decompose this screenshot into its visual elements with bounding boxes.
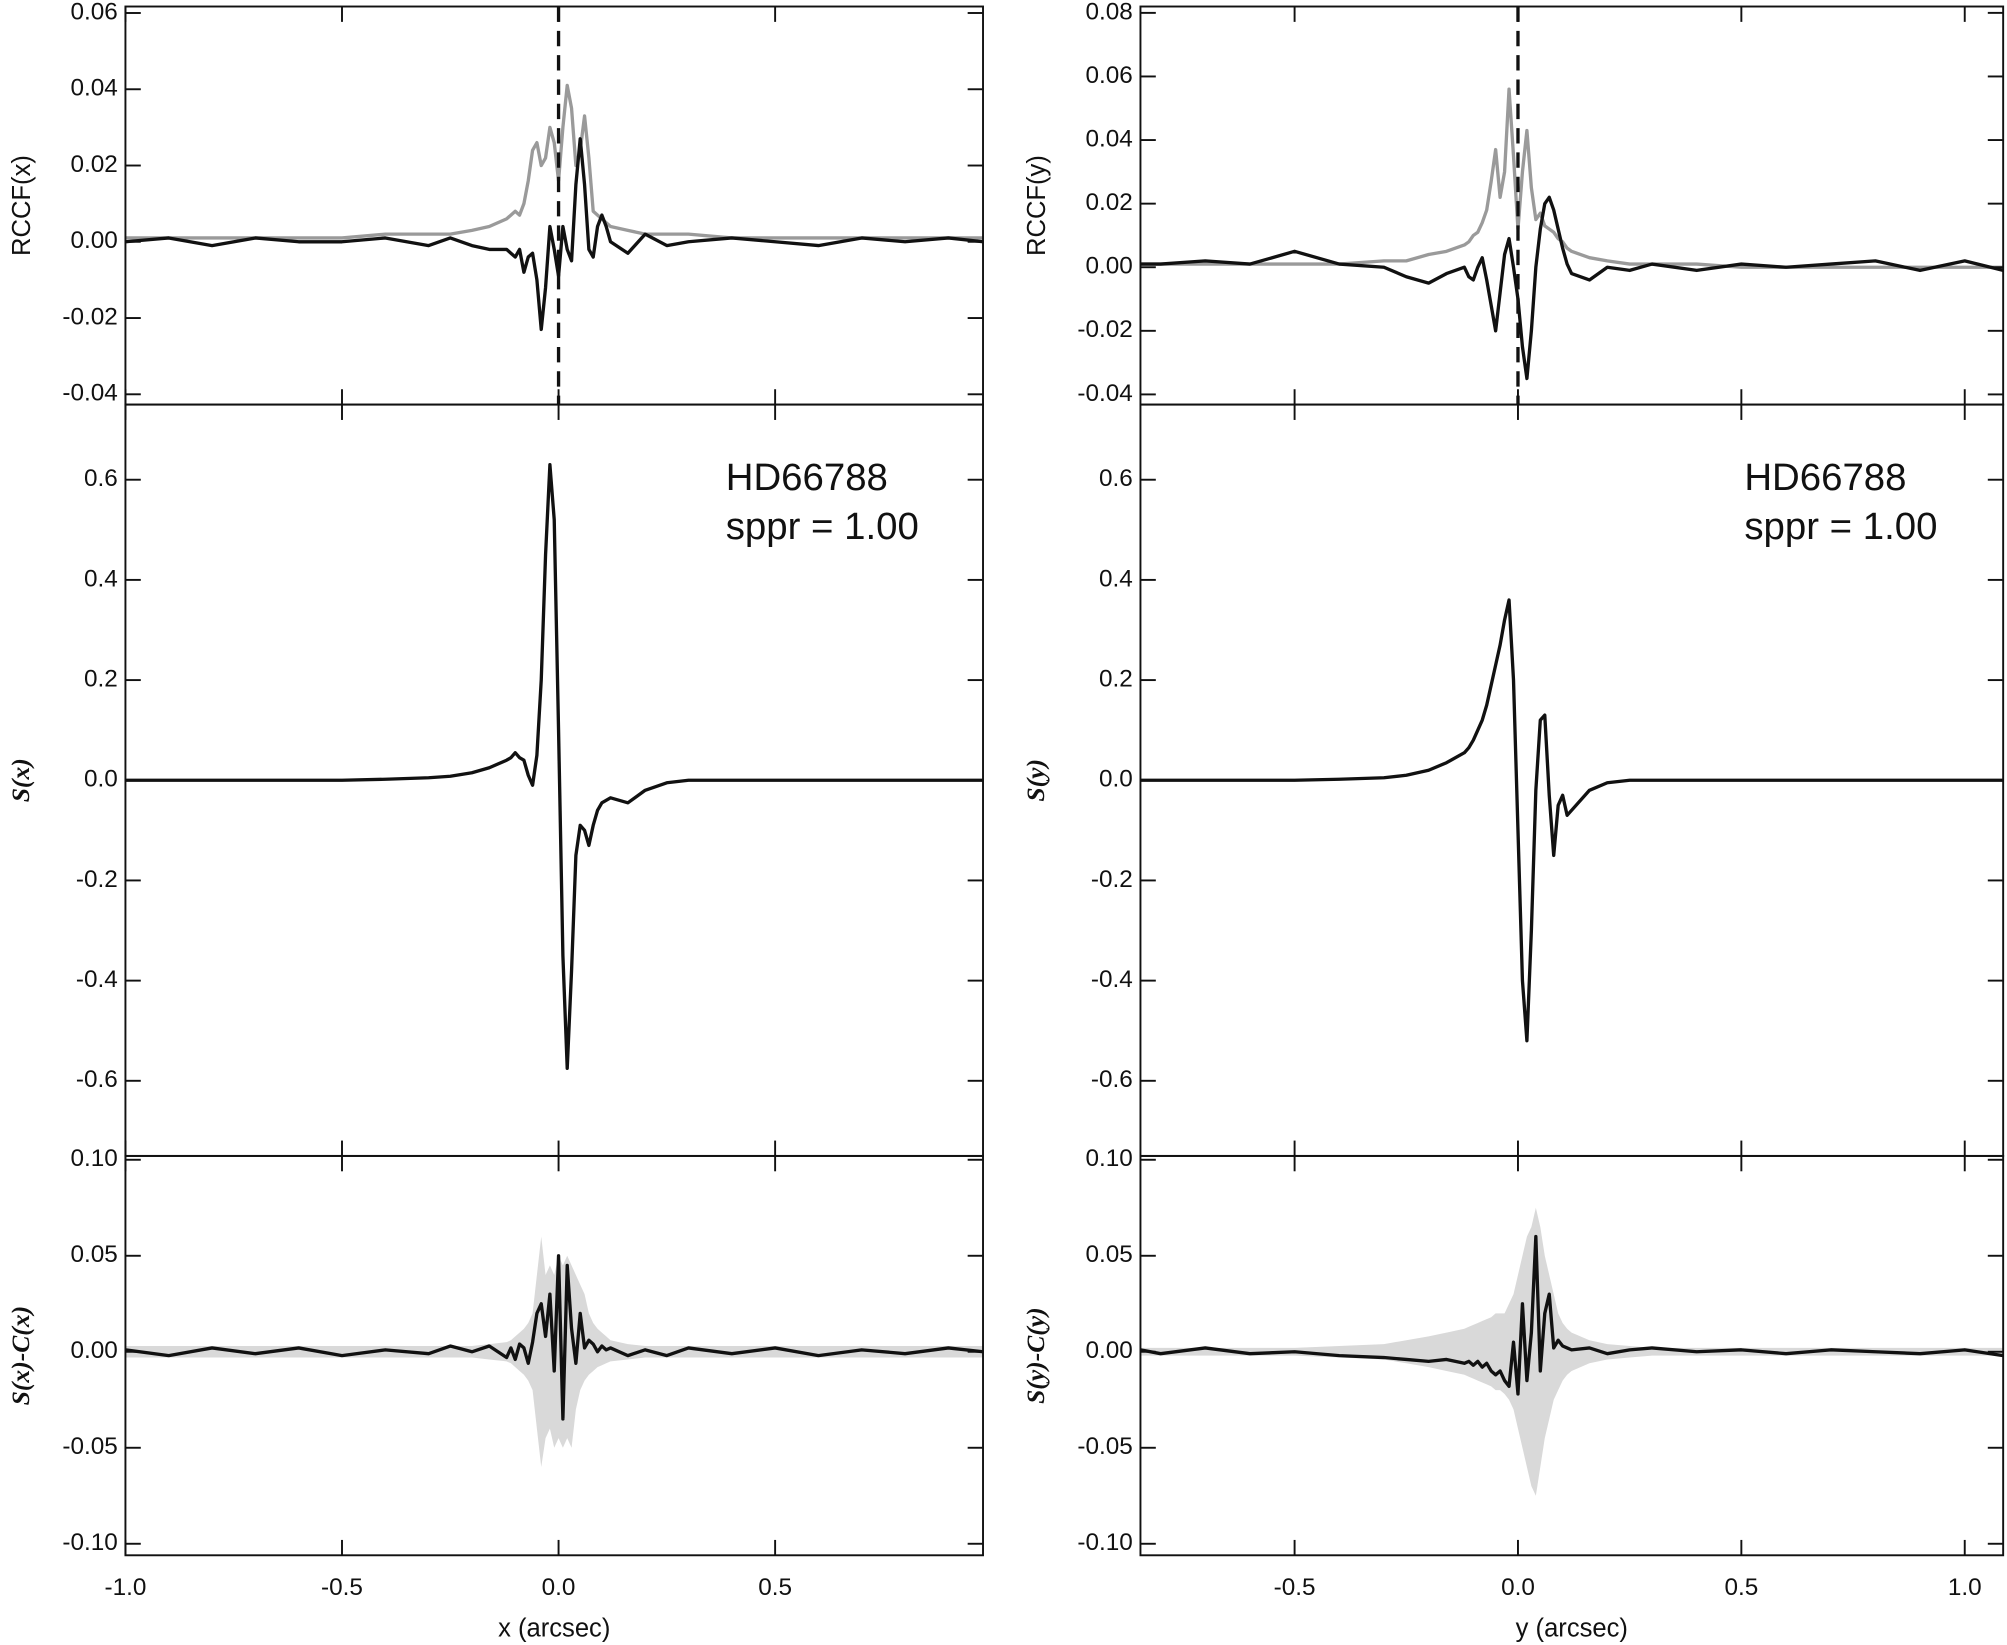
y-tick-label: -0.10 bbox=[1077, 1529, 1132, 1556]
y-tick-label: 0.2 bbox=[84, 666, 118, 693]
y-tick-label: 0.00 bbox=[1085, 253, 1132, 280]
plot-frame bbox=[124, 1154, 984, 1557]
plot-frame bbox=[124, 5, 984, 406]
y-tick-label: 0.06 bbox=[70, 0, 117, 25]
y-tick-label: -0.02 bbox=[1077, 316, 1132, 343]
y-tick-label: 0.04 bbox=[1085, 125, 1132, 152]
x-axis-label: x (arcsec) bbox=[498, 1614, 610, 1642]
x-tick-label: -0.5 bbox=[1274, 1574, 1316, 1601]
y-tick-label: -0.6 bbox=[76, 1066, 118, 1093]
series-line bbox=[1140, 87, 2004, 269]
y-tick-label: 0.02 bbox=[70, 151, 117, 178]
plot-area bbox=[125, 463, 984, 1070]
series-line bbox=[1140, 195, 2004, 381]
panel: 0.06 0.04 0.02 0.00 -0.02 -0.04 RCCF(x) bbox=[8, 0, 984, 407]
x-axis-label: y (arcsec) bbox=[1516, 1614, 1628, 1642]
y-axis-label: S(x) bbox=[6, 758, 35, 802]
x-tick-label: 0.0 bbox=[542, 1574, 576, 1601]
error-band bbox=[1140, 1207, 2004, 1496]
y-tick-label: 0.4 bbox=[84, 565, 118, 592]
panel: 0.10 0.05 0.00 -0.05 -0.10 -1.0 -0.5 0.0 0.5 S(x)… bbox=[6, 1145, 984, 1642]
y-tick-label: 0.05 bbox=[70, 1241, 117, 1268]
y-tick-label: 0.0 bbox=[1099, 766, 1133, 793]
plot-area bbox=[125, 6, 984, 405]
y-tick-label: 0.10 bbox=[70, 1145, 117, 1172]
y-tick-label: -0.2 bbox=[76, 866, 118, 893]
series-line bbox=[125, 1254, 984, 1421]
y-tick-label: 0.04 bbox=[70, 75, 117, 102]
x-tick-label: 0.0 bbox=[1501, 1574, 1535, 1601]
y-tick-label: 0.00 bbox=[1085, 1337, 1132, 1364]
y-tick-label: -0.04 bbox=[1077, 380, 1132, 407]
x-tick-label: -1.0 bbox=[105, 1574, 147, 1601]
y-tick-label: -0.4 bbox=[76, 966, 118, 993]
y-tick-label: -0.6 bbox=[1091, 1066, 1133, 1093]
annotation: HD66788 bbox=[726, 456, 888, 499]
y-tick-label: 0.05 bbox=[1085, 1241, 1132, 1268]
y-tick-label: 0.6 bbox=[1099, 465, 1133, 492]
y-axis-label: S(y) bbox=[1021, 759, 1050, 802]
panel: 0.6 0.4 0.2 0.0 -0.2 -0.4 -0.6 S(x) HD66788 sppr … bbox=[6, 403, 984, 1157]
plot-area bbox=[125, 1236, 984, 1467]
panel: 0.6 0.4 0.2 0.0 -0.2 -0.4 -0.6 S(y) HD66788 sppr … bbox=[1021, 403, 2005, 1157]
x-tick-label: -0.5 bbox=[321, 1574, 363, 1601]
y-axis-label: S(x)-C(x) bbox=[6, 1306, 35, 1405]
annotation: sppr = 1.00 bbox=[1744, 505, 1937, 548]
y-tick-label: 0.10 bbox=[1085, 1145, 1132, 1172]
panel: 0.08 0.06 0.04 0.02 0.00 -0.02 -0.04 RCCF(y) bbox=[1023, 0, 2005, 407]
y-axis-label: RCCF(x) bbox=[8, 155, 36, 256]
series-line bbox=[1140, 1234, 2004, 1396]
series-line bbox=[125, 137, 984, 332]
y-tick-label: -0.04 bbox=[62, 380, 117, 407]
y-tick-label: 0.08 bbox=[1085, 0, 1132, 25]
y-tick-label: 0.6 bbox=[84, 465, 118, 492]
y-tick-label: -0.05 bbox=[1077, 1433, 1132, 1460]
plot-area bbox=[1140, 6, 2004, 405]
x-tick-label: 0.5 bbox=[758, 1574, 792, 1601]
y-tick-label: 0.0 bbox=[84, 766, 118, 793]
y-tick-label: 0.00 bbox=[70, 227, 117, 254]
x-tick-label: 1.0 bbox=[1948, 1574, 1982, 1601]
series-line bbox=[125, 463, 984, 1070]
y-tick-label: 0.4 bbox=[1099, 565, 1133, 592]
y-tick-label: 0.2 bbox=[1099, 666, 1133, 693]
series-line bbox=[1140, 598, 2004, 1043]
panel: 0.10 0.05 0.00 -0.05 -0.10 -0.5 0.0 0.5 1.0 S(y)-… bbox=[1021, 1145, 2005, 1642]
y-tick-label: -0.2 bbox=[1091, 866, 1133, 893]
y-tick-label: 0.06 bbox=[1085, 62, 1132, 89]
annotation: sppr = 1.00 bbox=[726, 505, 919, 548]
y-tick-label: -0.10 bbox=[62, 1529, 117, 1556]
y-axis-label: S(y)-C(y) bbox=[1021, 1307, 1050, 1404]
series-line bbox=[125, 83, 984, 240]
y-tick-label: 0.02 bbox=[1085, 189, 1132, 216]
x-tick-label: 0.5 bbox=[1724, 1574, 1758, 1601]
plot-frame bbox=[1139, 5, 2005, 406]
plot-area bbox=[1140, 598, 2004, 1043]
plot-area bbox=[1140, 1207, 2004, 1496]
y-tick-label: -0.05 bbox=[62, 1433, 117, 1460]
y-tick-label: 0.00 bbox=[70, 1337, 117, 1364]
y-tick-label: -0.02 bbox=[62, 303, 117, 330]
y-tick-label: -0.4 bbox=[1091, 966, 1133, 993]
annotation: HD66788 bbox=[1744, 456, 1906, 499]
y-axis-label: RCCF(y) bbox=[1023, 155, 1051, 256]
plot-frame bbox=[1139, 1154, 2005, 1557]
